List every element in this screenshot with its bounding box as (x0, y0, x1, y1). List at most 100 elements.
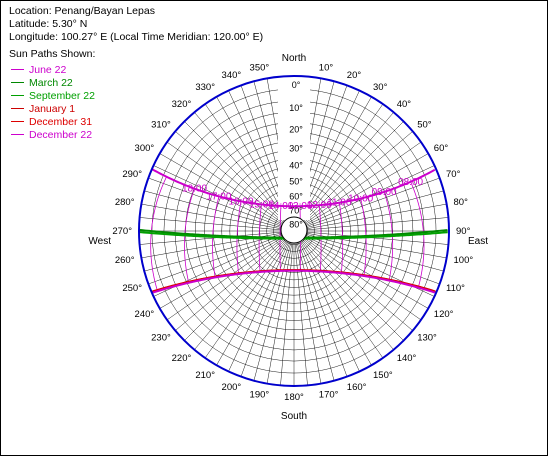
azimuth-label: 130° (417, 333, 437, 344)
azimuth-line (297, 153, 429, 230)
azimuth-line (297, 190, 444, 231)
azimuth-label: 320° (172, 99, 192, 110)
azimuth-label: 100° (454, 255, 474, 266)
hour-label: 08:00 (398, 177, 423, 188)
location-text: Location: Penang/Bayan Lepas (9, 5, 155, 17)
hour-label: 10:00 (348, 194, 373, 205)
legend-item-label: June 22 (29, 63, 67, 76)
azimuth-line (159, 153, 291, 230)
altitude-label: 70° (289, 206, 303, 216)
azimuth-line (148, 177, 291, 230)
azimuth-line (141, 203, 291, 231)
chart-labels-group: 0° 10° 20° 30° 40° 50° 60° 70° 80° 18:0017:0016:0… (112, 63, 473, 404)
azimuth-line (296, 233, 404, 341)
azimuth-line (204, 234, 292, 359)
north-label: North (282, 53, 306, 64)
azimuth-line (280, 235, 294, 386)
azimuth-line (294, 234, 322, 384)
azimuth-line (228, 234, 293, 372)
azimuth-label: 30° (373, 82, 388, 93)
hour-label: 09:00 (372, 187, 397, 198)
azimuth-line (296, 103, 384, 228)
azimuth-line (166, 141, 291, 229)
azimuth-line (295, 234, 372, 366)
altitude-label: 40° (289, 161, 303, 171)
altitude-label: 60° (289, 192, 303, 202)
azimuth-label: 340° (222, 70, 242, 81)
azimuth-line (184, 121, 292, 229)
horizon-rim (138, 75, 450, 387)
legend-title: Sun Paths Shown: (9, 48, 96, 60)
azimuth-line (296, 112, 394, 229)
azimuth-line (294, 234, 335, 381)
azimuth-label: 200° (222, 382, 242, 393)
azimuth-label: 310° (151, 119, 171, 130)
hour-label: 11:00 (327, 198, 352, 209)
azimuth-label: 60° (434, 143, 449, 154)
azimuth-label: 110° (446, 283, 465, 294)
azimuth-label: 230° (151, 333, 171, 344)
azimuth-label: 330° (195, 82, 215, 93)
azimuth-label: 260° (115, 255, 135, 266)
hour-label: 12:00 (307, 200, 332, 211)
altitude-label: 80° (289, 219, 303, 229)
legend-item-label: March 22 (29, 76, 73, 89)
legend-item-label: September 22 (29, 89, 95, 102)
azimuth-line (175, 131, 292, 229)
legend-item-label: December 22 (29, 128, 93, 141)
legend-item: March 22 (11, 76, 73, 89)
legend-line-swatch (11, 82, 24, 83)
azimuth-label: 250° (122, 283, 142, 294)
azimuth-line (144, 190, 291, 231)
hour-label: 18:00 (182, 184, 207, 195)
azimuth-label: 220° (172, 353, 192, 364)
azimuth-line (148, 232, 291, 285)
zenith-marker (280, 216, 308, 244)
azimuth-label: 190° (250, 390, 270, 401)
azimuth-line (297, 177, 440, 230)
azimuth-line (297, 203, 447, 231)
hour-label: 14:00 (268, 201, 293, 212)
azimuth-line (297, 233, 422, 321)
azimuth-label: 50° (417, 119, 432, 130)
hour-label: 17:00 (206, 191, 231, 202)
legend-item-label: January 1 (29, 102, 76, 115)
azimuth-label: 290° (122, 169, 142, 180)
longitude-text: Longitude: 100.27° E (Local Time Meridia… (9, 31, 264, 43)
azimuth-label: 210° (195, 370, 215, 381)
azimuth-line (297, 231, 447, 259)
azimuth-line (139, 217, 290, 231)
azimuth-line (141, 231, 291, 259)
azimuth-label: 350° (250, 63, 270, 74)
azimuth-line (296, 121, 404, 229)
legend-item: December 22 (11, 128, 92, 141)
hour-label: 16:00 (228, 196, 253, 207)
altitude-label: 0° (292, 80, 301, 90)
azimuth-line (295, 234, 360, 372)
azimuth-line (240, 234, 293, 377)
azimuth-label: 10° (319, 63, 334, 74)
azimuth-line (194, 233, 292, 350)
azimuth-line (166, 233, 291, 321)
azimuth-line (297, 232, 429, 309)
legend-line-swatch (11, 121, 24, 122)
south-label: South (281, 411, 307, 422)
altitude-label: 30° (289, 144, 303, 154)
azimuth-label: 80° (454, 197, 469, 208)
legend-item: December 31 (11, 115, 92, 128)
azimuth-line (184, 233, 292, 341)
sun-path-line (152, 168, 436, 208)
azimuth-label: 240° (135, 309, 155, 320)
east-label: East (468, 236, 488, 247)
hour-label: 13:00 (287, 201, 312, 212)
azimuth-label: 40° (397, 99, 412, 110)
altitude-label: 20° (289, 125, 303, 135)
azimuth-label: 300° (135, 143, 155, 154)
azimuth-line (297, 141, 422, 229)
west-label: West (88, 236, 111, 247)
legend-line-swatch (11, 95, 24, 96)
azimuth-line (296, 233, 413, 331)
azimuth-label: 70° (446, 169, 461, 180)
